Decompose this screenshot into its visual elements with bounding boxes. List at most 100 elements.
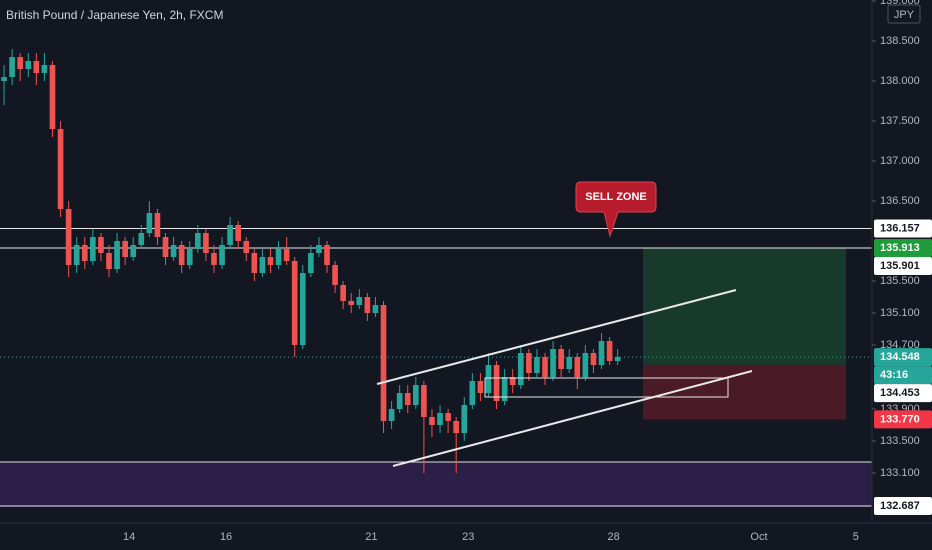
y-tick-label: 138.000: [880, 75, 920, 87]
x-tick-label: 16: [220, 531, 232, 543]
price-label-box: [874, 238, 932, 257]
candle-body: [582, 353, 589, 377]
candle-body: [340, 285, 346, 301]
candle-body: [114, 241, 120, 269]
candle-body: [308, 253, 314, 273]
x-tick-label: 14: [123, 531, 135, 543]
candle-body: [534, 357, 540, 373]
candle-body: [259, 257, 266, 273]
y-tick-label: 137.000: [880, 155, 920, 167]
candle-body: [130, 245, 137, 257]
candle-body: [517, 353, 524, 385]
price-label-box: [874, 219, 932, 238]
currency: JPY: [894, 9, 915, 21]
callout: [575, 181, 657, 238]
candle-body: [219, 245, 225, 265]
candle-body: [437, 413, 443, 425]
candle-body: [178, 245, 185, 265]
y-tick-label: 133.500: [880, 435, 920, 447]
candle-body: [566, 357, 573, 369]
candle-body: [41, 65, 48, 73]
candle-body: [162, 237, 169, 257]
x-tick-label: 5: [853, 531, 859, 543]
candle-body: [57, 129, 64, 209]
candle-body: [614, 357, 621, 361]
candle-body: [509, 377, 516, 385]
candle-body: [380, 305, 387, 421]
candle-body: [1, 77, 7, 81]
candle-body: [421, 385, 427, 417]
candle-body: [106, 253, 112, 269]
candle-body: [154, 213, 161, 237]
price-label-box: [874, 384, 932, 403]
candle-body: [235, 225, 242, 241]
price-label-box: [874, 497, 932, 516]
candle-body: [485, 365, 492, 393]
y-tick-label: 133.100: [880, 467, 920, 479]
candle-body: [404, 393, 411, 405]
candle-body: [348, 301, 355, 305]
y-tick-label: 135.100: [880, 307, 920, 319]
candle-body: [65, 209, 72, 265]
x-tick-label: 28: [608, 531, 620, 543]
candle-body: [550, 349, 556, 377]
range-box: [484, 377, 729, 398]
candle-body: [606, 341, 613, 361]
callout-text: SELL ZONE: [585, 191, 647, 203]
price-label: 134.548: [880, 351, 920, 363]
y-tick-label: 137.500: [880, 115, 920, 127]
candle-body: [81, 245, 88, 261]
x-tick-label: 23: [462, 531, 474, 543]
candle-body: [186, 249, 193, 265]
candle-body: [25, 61, 32, 69]
candle-body: [299, 273, 306, 345]
price-label: 136.157: [880, 222, 920, 234]
candle-body: [283, 249, 290, 261]
channel-lower: [392, 370, 753, 467]
candle-body: [211, 253, 217, 265]
candle-body: [170, 245, 177, 257]
candle-body: [17, 57, 24, 69]
candle-body: [73, 245, 80, 265]
x-tick-label: 21: [365, 531, 377, 543]
y-tick-label: 135.500: [880, 275, 920, 287]
candle-body: [122, 241, 128, 257]
countdown-box: [874, 366, 932, 385]
price-axis: [872, 0, 932, 550]
candle-body: [316, 245, 322, 253]
candle-body: [598, 341, 605, 365]
candle-body: [558, 349, 564, 369]
candle-body: [590, 353, 597, 365]
candle-body: [364, 297, 371, 313]
candle-body: [493, 365, 500, 401]
candle-body: [388, 409, 395, 421]
countdown: 43:16: [880, 369, 908, 381]
candle-body: [33, 61, 40, 73]
candle-body: [291, 261, 298, 345]
currency-button[interactable]: [887, 4, 921, 24]
candle-body: [461, 405, 468, 433]
candle-body: [9, 57, 15, 77]
candle-body: [98, 237, 104, 253]
axis-labels: 14 16 21 23 28 Oct 5 139.000 138.500 138.000 137.5…: [123, 0, 932, 543]
y-tick-label: 139.000: [880, 0, 920, 7]
x-tick-label: Oct: [750, 531, 767, 543]
candle-body: [477, 381, 484, 393]
candle-body: [243, 241, 250, 253]
candle-body: [445, 413, 451, 421]
candle-body: [453, 421, 460, 433]
candle-body: [372, 305, 379, 313]
candle-body: [429, 417, 435, 425]
candle-body: [275, 249, 282, 265]
candle-body: [146, 213, 153, 233]
candle-body: [574, 357, 581, 377]
candle-body: [332, 265, 338, 285]
chart-title: British Pound / Japanese Yen, 2h, FXCM: [6, 8, 223, 22]
candle-body: [501, 377, 508, 401]
candle-body: [324, 245, 330, 265]
price-label: 134.453: [880, 387, 920, 399]
support-zone: [0, 462, 872, 507]
candle-body: [138, 233, 145, 245]
price-label: 135.901: [880, 260, 920, 272]
